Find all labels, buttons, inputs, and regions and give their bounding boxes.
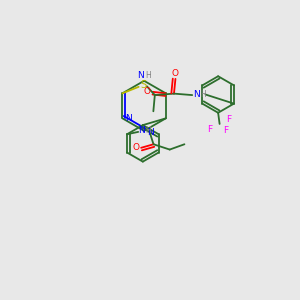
- Text: F: F: [224, 126, 229, 135]
- Text: F: F: [208, 125, 213, 134]
- Text: O: O: [172, 69, 179, 78]
- Text: F: F: [226, 115, 232, 124]
- Text: N: N: [138, 126, 145, 135]
- Text: N: N: [147, 128, 154, 137]
- Text: O: O: [143, 87, 150, 96]
- Text: N: N: [194, 90, 200, 99]
- Text: H: H: [145, 71, 151, 80]
- Text: O: O: [132, 143, 139, 152]
- Text: N: N: [137, 71, 144, 80]
- Text: H: H: [200, 90, 206, 99]
- Text: S: S: [140, 80, 146, 90]
- Text: N: N: [125, 114, 132, 123]
- Text: H: H: [146, 126, 152, 135]
